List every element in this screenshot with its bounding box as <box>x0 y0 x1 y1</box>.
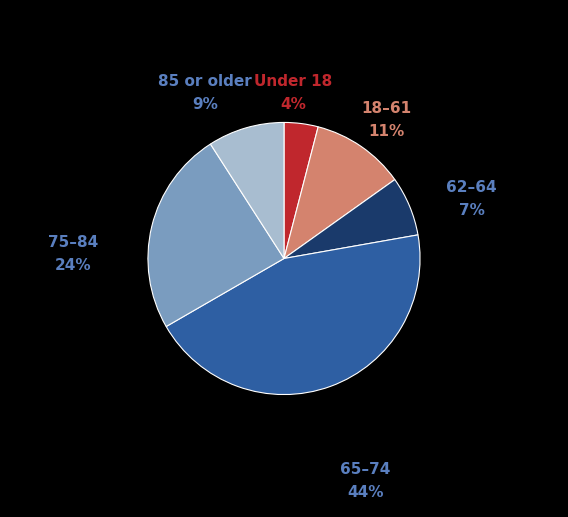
Wedge shape <box>284 127 395 258</box>
Text: 44%: 44% <box>348 485 384 500</box>
Wedge shape <box>166 235 420 394</box>
Wedge shape <box>284 179 418 258</box>
Text: 65–74: 65–74 <box>340 462 391 477</box>
Wedge shape <box>211 123 284 258</box>
Text: 24%: 24% <box>55 258 91 273</box>
Text: 7%: 7% <box>459 203 485 218</box>
Text: 9%: 9% <box>192 97 218 112</box>
Wedge shape <box>284 123 318 258</box>
Text: 18–61: 18–61 <box>361 101 411 116</box>
Text: 85 or older: 85 or older <box>158 74 252 89</box>
Text: 11%: 11% <box>368 125 404 140</box>
Text: 62–64: 62–64 <box>446 180 497 195</box>
Text: 4%: 4% <box>281 97 307 112</box>
Text: Under 18: Under 18 <box>254 74 333 89</box>
Text: 75–84: 75–84 <box>48 235 98 250</box>
Wedge shape <box>148 144 284 327</box>
